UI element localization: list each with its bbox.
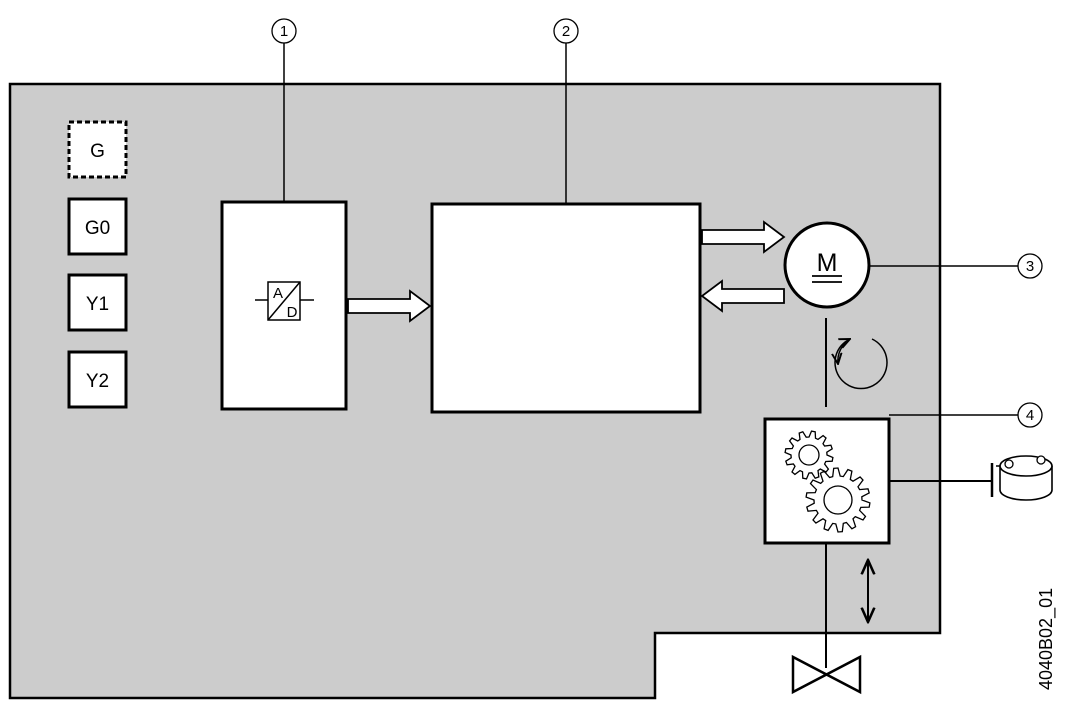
terminal-g-label: G [90,141,105,162]
ad-bottom-letter: D [287,304,298,321]
terminal-y2: Y2 [67,350,128,409]
ad-converter-symbol: A D [255,281,314,321]
terminal-y1: Y1 [67,273,128,332]
manual-adjuster-icon [890,455,1053,501]
ad-converter-block: A D [220,200,348,411]
callout-3-label: 3 [1026,258,1034,275]
gears-icon [784,430,871,533]
arrow-controller-to-motor [701,220,786,254]
terminal-y2-label: Y2 [86,371,109,392]
terminal-g0: G0 [67,197,128,256]
ad-top-letter: A [273,285,283,302]
callout-3: 3 [869,253,1043,279]
motor-symbol: M [817,249,838,277]
motor: M [783,221,871,309]
large-gear-icon-hub [823,485,853,515]
callout-2-label: 2 [562,23,570,40]
callout-4: 4 [889,402,1043,428]
callout-4-label: 4 [1026,407,1034,424]
controller-block [430,202,702,414]
rotation-arrows-icon [835,339,888,390]
callout-1: 1 [271,18,297,202]
drawing-code: 4040B02_01 [1036,588,1057,690]
arrow-motor-to-controller [700,279,785,313]
terminal-y1-label: Y1 [86,294,109,315]
terminal-g: G [67,120,128,179]
valve-icon [791,654,862,695]
gearbox-block [763,417,891,545]
small-gear-icon-hub [798,444,820,466]
callout-2: 2 [553,18,579,204]
arrow-converter-to-controller [347,289,432,323]
callout-1-label: 1 [280,23,288,40]
terminal-g0-label: G0 [85,218,110,239]
